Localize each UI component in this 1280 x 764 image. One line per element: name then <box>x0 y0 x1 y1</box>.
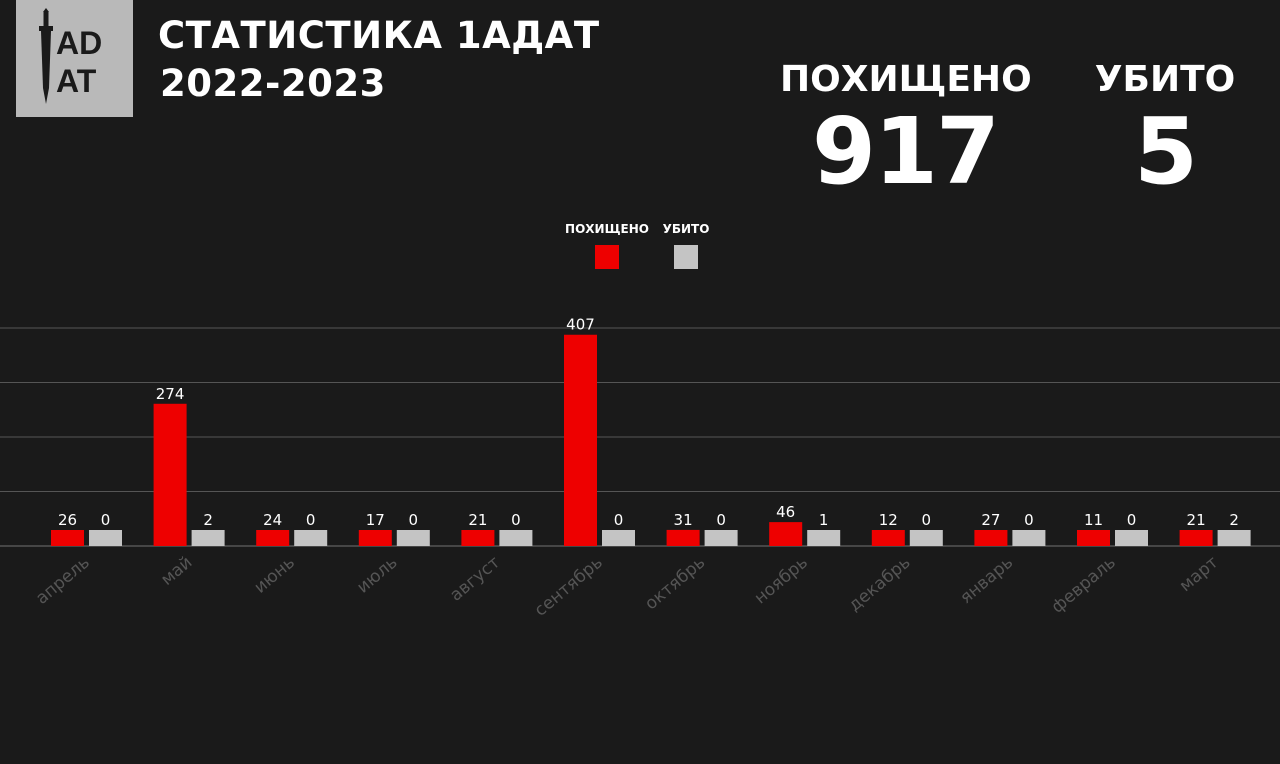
data-label: 0 <box>922 511 932 529</box>
data-label: 31 <box>674 511 693 529</box>
page-title: СТАТИСТИКА 1АДАТ <box>158 14 600 57</box>
bar-killed <box>807 530 841 546</box>
legend-killed-swatch <box>674 245 698 269</box>
data-label: 0 <box>101 511 111 529</box>
bar-killed <box>1012 530 1046 546</box>
bar-killed <box>1115 530 1148 546</box>
data-label: 0 <box>1127 511 1137 529</box>
data-label: 0 <box>716 511 726 529</box>
logo-text-top: AD <box>56 25 102 61</box>
logo: AD AT <box>16 0 133 117</box>
bar-kidnapped <box>871 530 905 546</box>
x-tick-label: июнь <box>250 553 298 598</box>
bar-killed <box>499 530 533 546</box>
data-label: 27 <box>981 511 1000 529</box>
x-tick-label: январь <box>956 553 1017 609</box>
legend-killed: УБИТО <box>656 222 716 269</box>
data-label: 0 <box>1024 511 1034 529</box>
data-label: 407 <box>566 316 595 334</box>
data-label: 11 <box>1084 511 1103 529</box>
bar-kidnapped <box>1077 530 1110 546</box>
data-label: 0 <box>306 511 316 529</box>
bar-kidnapped <box>461 530 495 546</box>
x-tick-label: апрель <box>32 553 94 609</box>
total-killed-value: 5 <box>1133 98 1198 205</box>
data-label: 21 <box>468 511 487 529</box>
dagger-logo-icon: AD AT <box>39 8 102 104</box>
data-label: 2 <box>1229 511 1239 529</box>
total-kidnapped-stat: ПОХИЩЕНО 917 <box>780 59 1032 205</box>
data-label: 12 <box>879 511 898 529</box>
logo-text-bottom: AT <box>56 63 97 99</box>
bar-killed <box>909 530 943 546</box>
legend-kidnapped: ПОХИЩЕНО <box>562 222 652 269</box>
data-label: 0 <box>614 511 624 529</box>
legend-killed-label: УБИТО <box>662 222 710 236</box>
bar-kidnapped <box>564 334 597 546</box>
bar-kidnapped <box>358 530 392 546</box>
bar-kidnapped <box>974 530 1008 546</box>
x-tick-label: май <box>157 553 196 590</box>
bar-killed <box>89 530 122 546</box>
legend-kidnapped-swatch <box>595 245 619 269</box>
x-tick-label: декабрь <box>845 553 915 616</box>
x-tick-label: март <box>1176 552 1223 596</box>
bar-kidnapped <box>153 403 187 546</box>
x-tick-label: сентябрь <box>531 553 607 621</box>
bar-kidnapped <box>256 530 290 546</box>
total-killed-label: УБИТО <box>1094 59 1236 100</box>
bar-killed <box>294 530 328 546</box>
bar-killed <box>191 530 225 546</box>
data-label: 46 <box>776 503 795 521</box>
bar-kidnapped <box>51 530 84 546</box>
x-tick-label: февраль <box>1048 553 1120 618</box>
x-tick-label: ноябрь <box>751 553 812 609</box>
data-label: 0 <box>511 511 521 529</box>
bar-killed <box>704 530 738 546</box>
data-label: 21 <box>1187 511 1206 529</box>
x-tick-label: октябрь <box>641 553 709 615</box>
x-tick-label: июль <box>353 553 401 598</box>
data-label: 17 <box>366 511 385 529</box>
bar-kidnapped <box>1179 530 1213 546</box>
bar-kidnapped <box>666 529 700 546</box>
data-label: 26 <box>58 511 77 529</box>
page-subtitle: 2022-2023 <box>160 62 386 105</box>
legend-kidnapped-label: ПОХИЩЕНО <box>565 222 649 236</box>
data-label: 274 <box>156 385 185 403</box>
bar-killed <box>396 530 430 546</box>
bar-kidnapped <box>769 522 803 546</box>
data-label: 2 <box>203 511 213 529</box>
data-label: 24 <box>263 511 282 529</box>
bar-killed <box>1217 530 1251 546</box>
data-label: 1 <box>819 511 829 529</box>
total-killed-stat: УБИТО 5 <box>1080 60 1250 200</box>
x-tick-label: август <box>446 552 504 605</box>
total-kidnapped-label: ПОХИЩЕНО <box>780 59 1032 100</box>
data-label: 0 <box>409 511 419 529</box>
total-kidnapped-value: 917 <box>811 98 1000 205</box>
bar-killed <box>602 530 635 546</box>
